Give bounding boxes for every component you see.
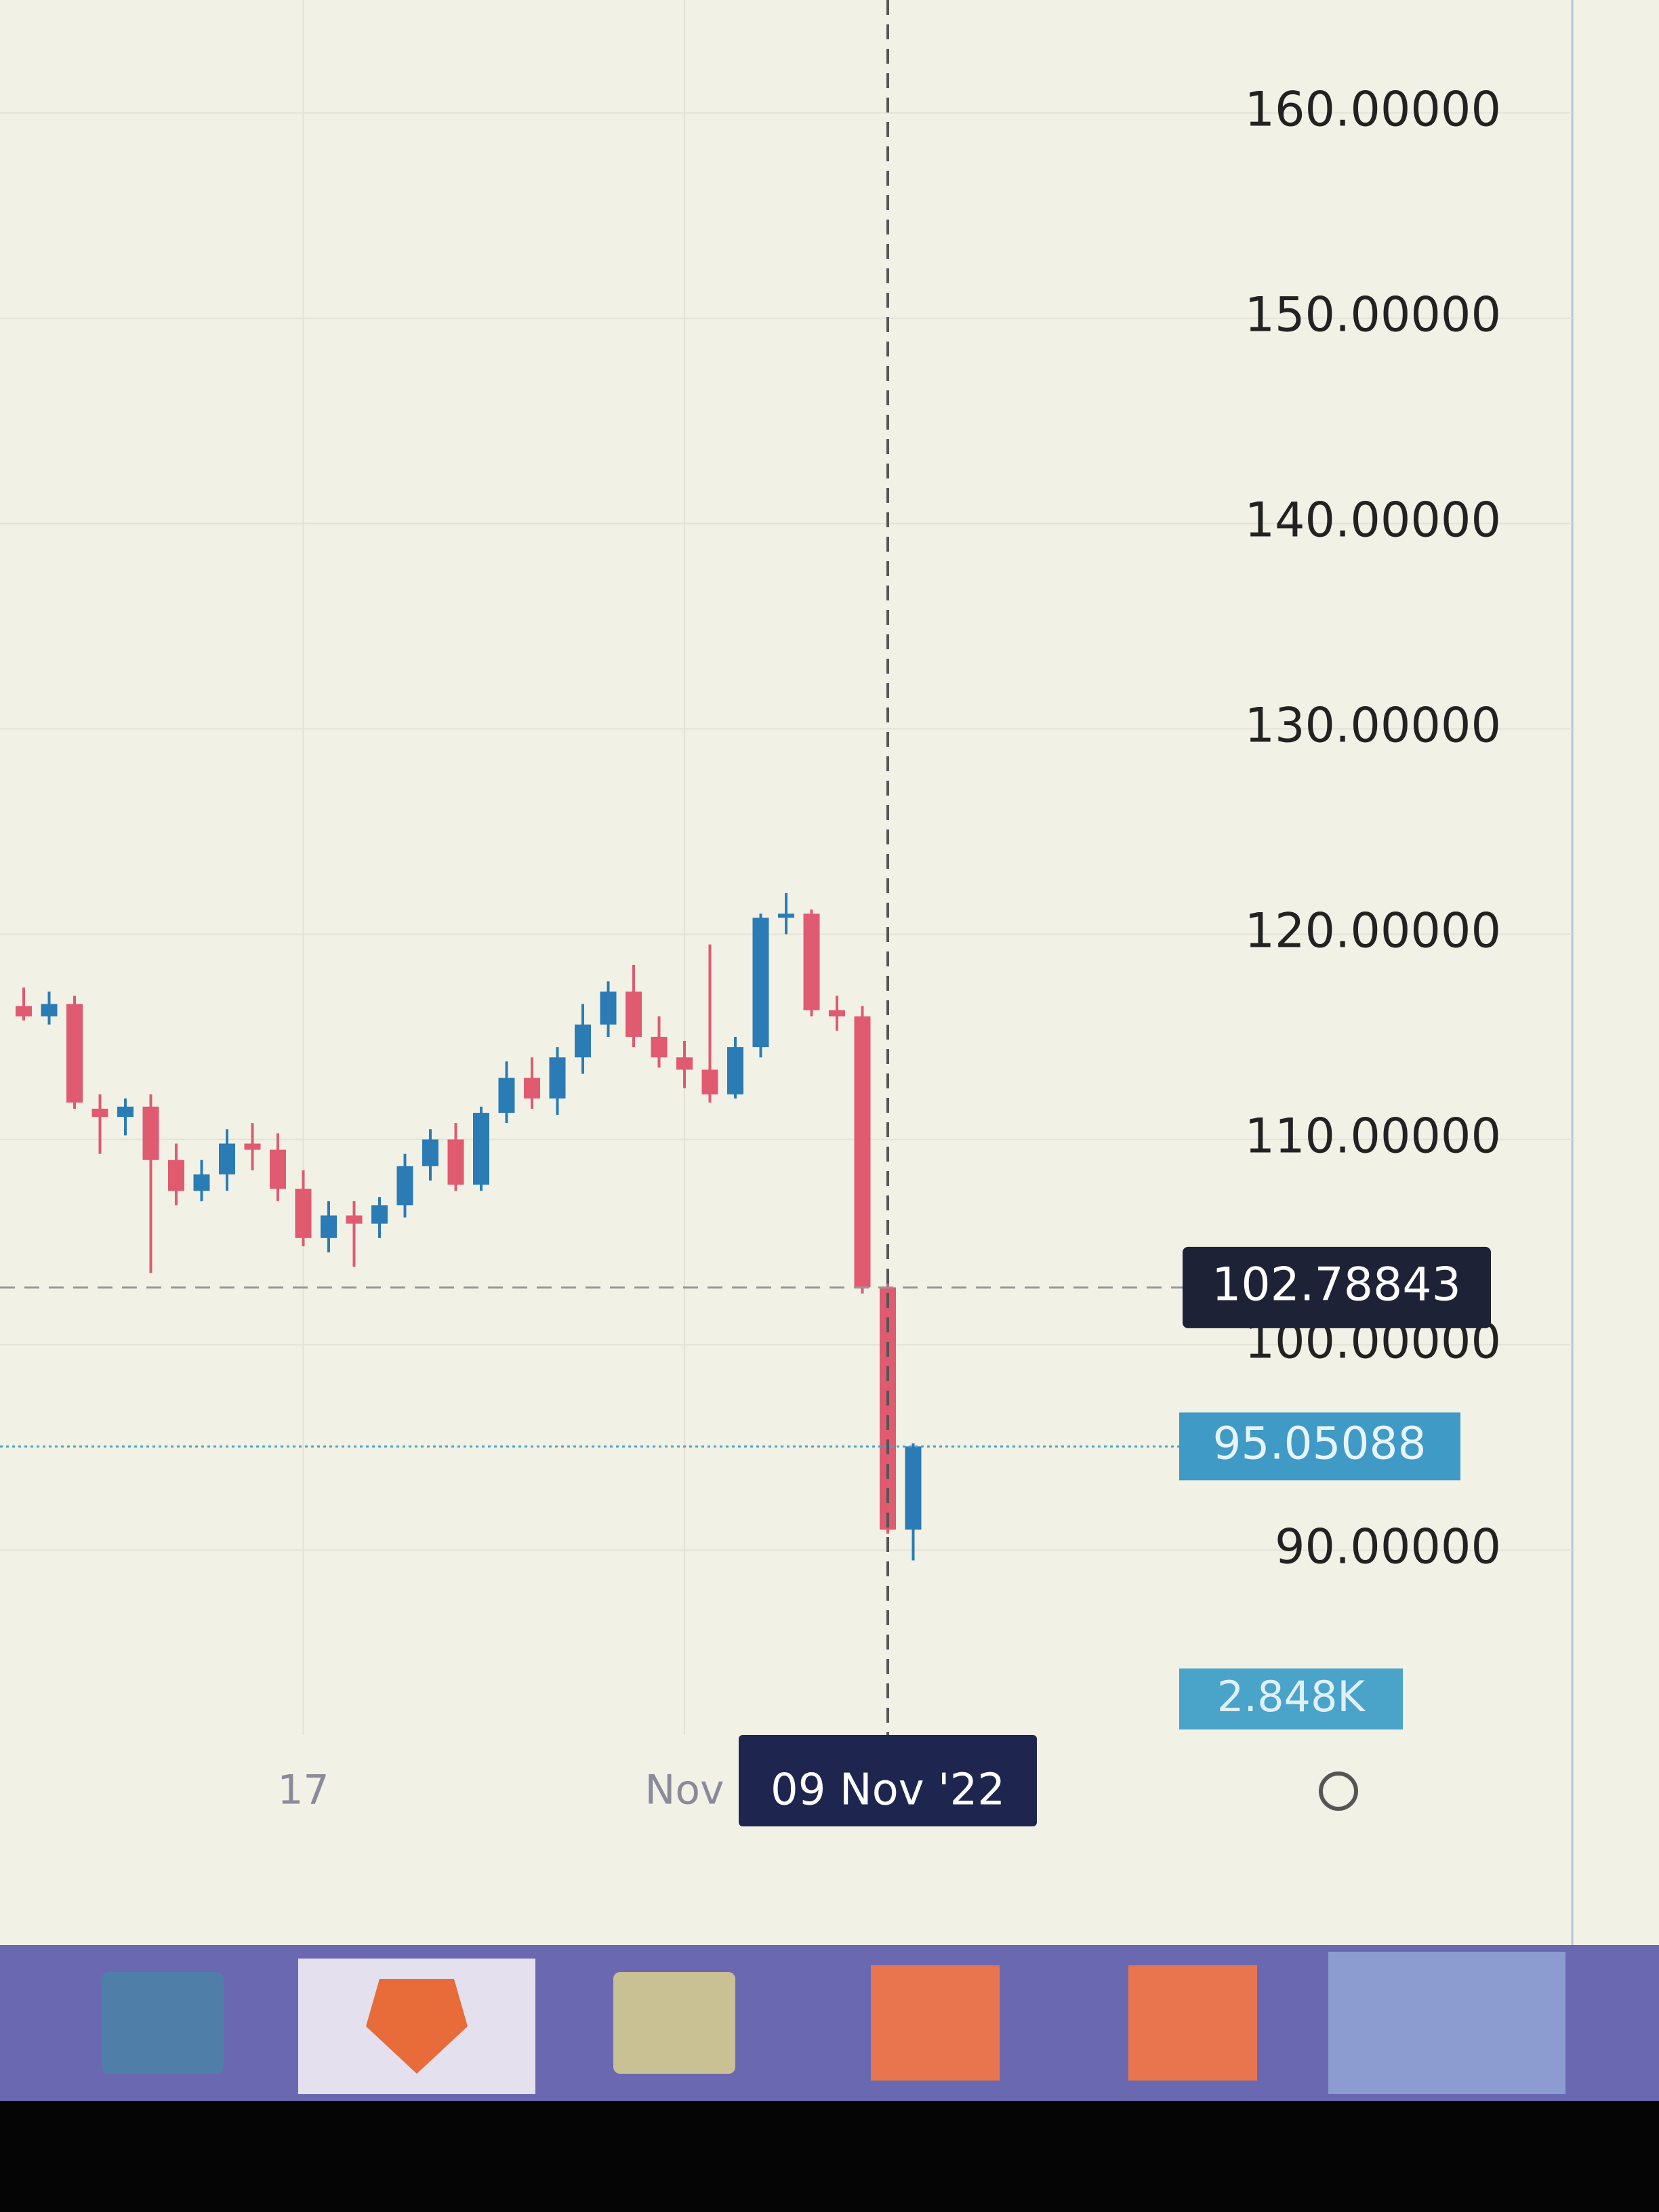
last-price-box bbox=[1179, 1412, 1460, 1481]
candle-body bbox=[803, 914, 820, 1010]
candle-body bbox=[447, 1139, 464, 1185]
candle-body bbox=[193, 1174, 210, 1191]
candle-body bbox=[321, 1215, 337, 1238]
candle-body bbox=[244, 1143, 261, 1150]
y-tick-label: 120.00000 bbox=[1244, 903, 1501, 958]
y-tick-label: 90.00000 bbox=[1275, 1519, 1501, 1574]
gear-icon[interactable] bbox=[1319, 1771, 1358, 1811]
candle-body bbox=[270, 1149, 286, 1189]
crosshair-price-label: 102.78843 bbox=[1212, 1258, 1461, 1311]
candle-body bbox=[295, 1189, 312, 1238]
candle-body bbox=[396, 1166, 413, 1206]
bezel bbox=[0, 2101, 1659, 2212]
crosshair-price-box bbox=[1183, 1246, 1491, 1328]
candle-body bbox=[168, 1160, 184, 1191]
taskbar-app[interactable] bbox=[871, 1965, 1000, 2081]
plot-area: 90.00000100.00000110.00000120.00000130.0… bbox=[0, 0, 1572, 1826]
candle-body bbox=[651, 1036, 668, 1058]
candle-body bbox=[498, 1078, 515, 1113]
volume-box bbox=[1179, 1668, 1403, 1729]
y-tick-label: 140.00000 bbox=[1244, 493, 1501, 548]
x-tick-label: Nov bbox=[644, 1767, 724, 1814]
candle-body bbox=[600, 991, 617, 1025]
candle-body bbox=[91, 1108, 108, 1118]
y-tick-label: 150.00000 bbox=[1244, 287, 1501, 343]
candle-body bbox=[701, 1069, 718, 1094]
candle-body bbox=[626, 991, 642, 1037]
candle-body bbox=[371, 1205, 388, 1224]
candle-body bbox=[524, 1078, 540, 1099]
taskbar-app[interactable] bbox=[1328, 1952, 1565, 2094]
crosshair-date-box bbox=[739, 1735, 1037, 1826]
candle-body bbox=[142, 1106, 159, 1160]
last-price-label: 95.05088 bbox=[1213, 1417, 1427, 1469]
candle-body bbox=[727, 1047, 743, 1094]
x-tick-label: 17 bbox=[277, 1767, 329, 1814]
candle-body bbox=[752, 918, 769, 1048]
candle-body bbox=[219, 1143, 235, 1174]
candle-body bbox=[549, 1057, 566, 1099]
candle-body bbox=[575, 1024, 591, 1058]
y-tick-label: 130.00000 bbox=[1244, 698, 1501, 754]
candle-body bbox=[41, 1004, 58, 1017]
candle-body bbox=[117, 1106, 134, 1118]
candle-body bbox=[346, 1215, 363, 1224]
taskbar-app[interactable] bbox=[613, 1972, 735, 2074]
taskbar-app[interactable] bbox=[1128, 1965, 1257, 2081]
y-tick-label: 160.00000 bbox=[1244, 82, 1501, 138]
candle-body bbox=[778, 914, 794, 918]
settings-gear[interactable] bbox=[1319, 1771, 1358, 1811]
volume-label: 2.848K bbox=[1217, 1672, 1366, 1721]
candle-body bbox=[66, 1004, 83, 1103]
chart-background bbox=[0, 0, 1659, 1945]
candle-body bbox=[473, 1113, 489, 1185]
taskbar-app[interactable] bbox=[102, 1972, 224, 2074]
y-tick-label: 110.00000 bbox=[1244, 1108, 1501, 1164]
browser-icon[interactable] bbox=[366, 1979, 468, 2074]
candle-body bbox=[676, 1057, 693, 1070]
candle-body bbox=[829, 1010, 845, 1017]
candle-body bbox=[16, 1006, 32, 1017]
crosshair-date-label: 09 Nov '22 bbox=[771, 1765, 1005, 1816]
candle-body bbox=[422, 1139, 438, 1166]
candle-body bbox=[854, 1016, 871, 1288]
candle-body bbox=[905, 1446, 922, 1530]
